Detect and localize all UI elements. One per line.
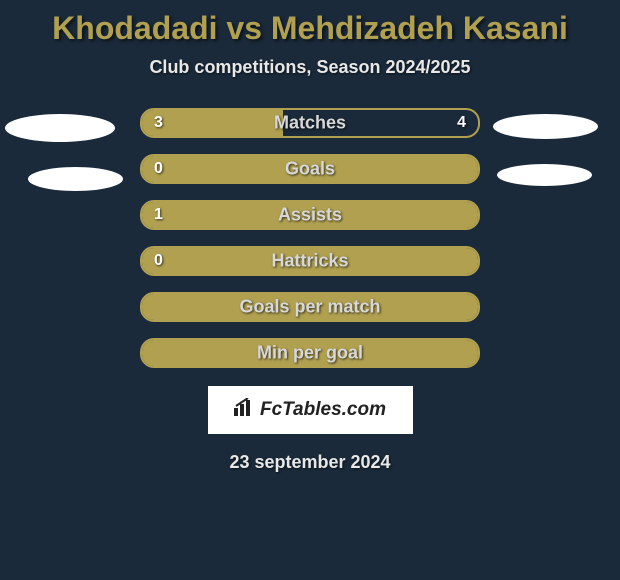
stat-row-goals-per-match: Goals per match: [140, 292, 480, 322]
stat-label: Min per goal: [257, 343, 363, 364]
stat-value-right: 4: [457, 114, 466, 132]
stat-row-min-per-goal: Min per goal: [140, 338, 480, 368]
stat-label: Goals per match: [239, 297, 380, 318]
stat-row-assists: 1 Assists: [140, 200, 480, 230]
logo-badge: FcTables.com: [208, 386, 413, 434]
chart-area: 3 Matches 4 0 Goals 1 Assists 0 Hattrick…: [0, 108, 620, 368]
page-title: Khodadadi vs Mehdizadeh Kasani: [0, 10, 620, 47]
stat-label: Hattricks: [271, 251, 348, 272]
player-shadow-icon: [28, 167, 123, 191]
subtitle: Club competitions, Season 2024/2025: [0, 57, 620, 78]
stat-value-left: 1: [154, 206, 163, 224]
player-shadow-icon: [497, 164, 592, 186]
stat-row-goals: 0 Goals: [140, 154, 480, 184]
right-player-icons: [490, 108, 610, 186]
stat-label: Goals: [285, 159, 335, 180]
date-label: 23 september 2024: [0, 452, 620, 473]
stat-row-hattricks: 0 Hattricks: [140, 246, 480, 276]
comparison-infographic: Khodadadi vs Mehdizadeh Kasani Club comp…: [0, 0, 620, 473]
stat-label: Matches: [274, 113, 346, 134]
left-player-icons: [10, 108, 130, 191]
logo-text: FcTables.com: [260, 399, 386, 421]
chart-icon: [234, 398, 256, 422]
stat-bars: 3 Matches 4 0 Goals 1 Assists 0 Hattrick…: [140, 108, 480, 368]
stat-value-left: 0: [154, 252, 163, 270]
bar-fill: [142, 110, 283, 136]
player-shadow-icon: [493, 114, 598, 139]
player-shadow-icon: [5, 114, 115, 142]
stat-value-left: 0: [154, 160, 163, 178]
stat-row-matches: 3 Matches 4: [140, 108, 480, 138]
stat-label: Assists: [278, 205, 342, 226]
stat-value-left: 3: [154, 114, 163, 132]
